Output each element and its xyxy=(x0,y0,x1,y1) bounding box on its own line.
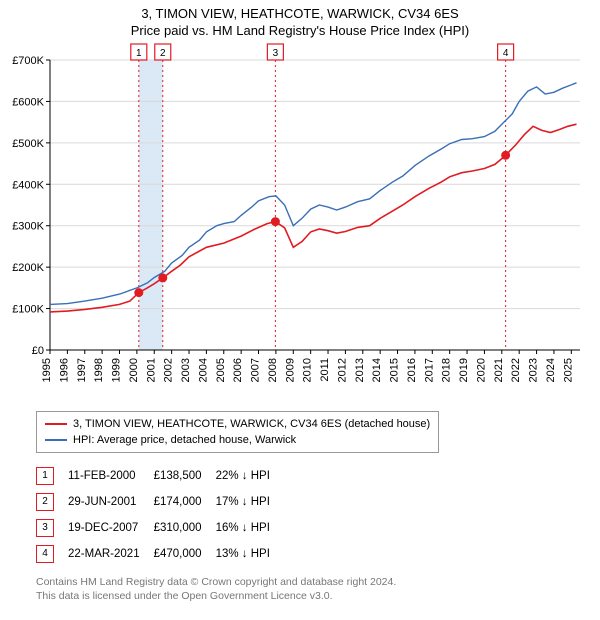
event-point xyxy=(501,151,510,160)
y-tick-label: £200K xyxy=(12,262,44,274)
x-tick-label: 2015 xyxy=(389,358,401,382)
x-tick-label: 2005 xyxy=(215,358,227,382)
line-chart-svg: £0 £100K £200K £300K £400K £500K £600K £700K 199… xyxy=(0,40,600,400)
event-delta: 17% ↓ HPI xyxy=(216,489,284,515)
event-date: 22-MAR-2021 xyxy=(68,541,154,567)
event-date: 11-FEB-2000 xyxy=(68,463,154,489)
x-tick-label: 2009 xyxy=(284,358,296,382)
event-delta: 13% ↓ HPI xyxy=(216,541,284,567)
event-point xyxy=(134,288,143,297)
event-point xyxy=(271,217,280,226)
x-tick-label: 2007 xyxy=(250,358,262,382)
event-badge: 1 xyxy=(36,467,54,485)
x-tick-label: 2025 xyxy=(562,358,574,382)
event-badge: 3 xyxy=(36,519,54,537)
y-tick-label: £100K xyxy=(12,304,44,316)
event-badge: 4 xyxy=(36,545,54,563)
series-hpi xyxy=(50,83,577,305)
x-tick-label: 2004 xyxy=(197,358,209,382)
event-row: 3 19-DEC-2007£310,00016% ↓ HPI xyxy=(36,515,284,541)
event-price: £470,000 xyxy=(154,541,216,567)
event-delta: 22% ↓ HPI xyxy=(216,463,284,489)
event-row: 2 29-JUN-2001£174,00017% ↓ HPI xyxy=(36,489,284,515)
x-tick-label: 1997 xyxy=(76,358,88,382)
x-tick-label: 2022 xyxy=(510,358,522,382)
event-badge: 2 xyxy=(36,493,54,511)
x-tick-label: 2018 xyxy=(441,358,453,382)
event-badge-num: 4 xyxy=(503,48,509,59)
event-date: 19-DEC-2007 xyxy=(68,515,154,541)
x-tick-label: 2017 xyxy=(423,358,435,382)
x-tick-label: 2019 xyxy=(458,358,470,382)
legend-label-price: 3, TIMON VIEW, HEATHCOTE, WARWICK, CV34 … xyxy=(73,416,430,432)
y-tick-label: £700K xyxy=(12,55,44,67)
title-sub: Price paid vs. HM Land Registry's House … xyxy=(0,23,600,38)
x-tick-label: 2011 xyxy=(319,358,331,382)
event-point xyxy=(158,273,167,282)
x-tick-label: 2023 xyxy=(528,358,540,382)
x-tick-label: 2006 xyxy=(232,358,244,382)
x-tick-label: 2008 xyxy=(267,358,279,382)
footer-attribution: Contains HM Land Registry data © Crown c… xyxy=(36,575,600,611)
x-tick-label: 2003 xyxy=(180,358,192,382)
event-price: £138,500 xyxy=(154,463,216,489)
x-tick-label: 1995 xyxy=(41,358,53,382)
event-delta: 16% ↓ HPI xyxy=(216,515,284,541)
figure-container: { "layout": { "width": 600, "height": 62… xyxy=(0,0,600,611)
legend-item-hpi: HPI: Average price, detached house, Warw… xyxy=(45,432,430,448)
x-tick-label: 2014 xyxy=(371,358,383,382)
x-tick-label: 2024 xyxy=(545,358,557,382)
event-shade xyxy=(139,60,163,350)
event-date: 29-JUN-2001 xyxy=(68,489,154,515)
title-main: 3, TIMON VIEW, HEATHCOTE, WARWICK, CV34 … xyxy=(0,6,600,21)
x-tick-label: 2013 xyxy=(354,358,366,382)
y-tick-label: £400K xyxy=(12,179,44,191)
y-tick-label: £0 xyxy=(32,345,44,357)
y-tick-label: £600K xyxy=(12,96,44,108)
chart-area: £0 £100K £200K £300K £400K £500K £600K £700K 199… xyxy=(0,40,600,405)
event-badge-num: 3 xyxy=(273,48,279,59)
event-badge-num: 2 xyxy=(160,48,166,59)
legend-item-price: 3, TIMON VIEW, HEATHCOTE, WARWICK, CV34 … xyxy=(45,416,430,432)
series-price-paid xyxy=(50,124,577,312)
y-tick-label: £300K xyxy=(12,221,44,233)
chart-titles: 3, TIMON VIEW, HEATHCOTE, WARWICK, CV34 … xyxy=(0,0,600,40)
event-row: 4 22-MAR-2021£470,00013% ↓ HPI xyxy=(36,541,284,567)
event-price: £310,000 xyxy=(154,515,216,541)
legend-label-hpi: HPI: Average price, detached house, Warw… xyxy=(73,432,296,448)
x-tick-label: 1998 xyxy=(93,358,105,382)
x-tick-label: 1996 xyxy=(58,358,70,382)
x-tick-label: 2016 xyxy=(406,358,418,382)
footer-line2: This data is licensed under the Open Gov… xyxy=(36,589,600,603)
x-tick-label: 2000 xyxy=(128,358,140,382)
x-tick-label: 2010 xyxy=(302,358,314,382)
events-table: 1 11-FEB-2000£138,50022% ↓ HPI 2 29-JUN-200… xyxy=(36,463,284,567)
y-tick-label: £500K xyxy=(12,138,44,150)
x-tick-label: 2001 xyxy=(145,358,157,382)
legend-swatch-hpi xyxy=(45,439,67,441)
x-tick-label: 1999 xyxy=(111,358,123,382)
legend: 3, TIMON VIEW, HEATHCOTE, WARWICK, CV34 … xyxy=(36,411,439,453)
event-badge-num: 1 xyxy=(136,48,142,59)
legend-swatch-price xyxy=(45,423,67,425)
x-tick-label: 2020 xyxy=(475,358,487,382)
x-tick-label: 2012 xyxy=(336,358,348,382)
footer-line1: Contains HM Land Registry data © Crown c… xyxy=(36,575,600,589)
event-row: 1 11-FEB-2000£138,50022% ↓ HPI xyxy=(36,463,284,489)
x-tick-label: 2002 xyxy=(163,358,175,382)
x-tick-label: 2021 xyxy=(493,358,505,382)
event-price: £174,000 xyxy=(154,489,216,515)
